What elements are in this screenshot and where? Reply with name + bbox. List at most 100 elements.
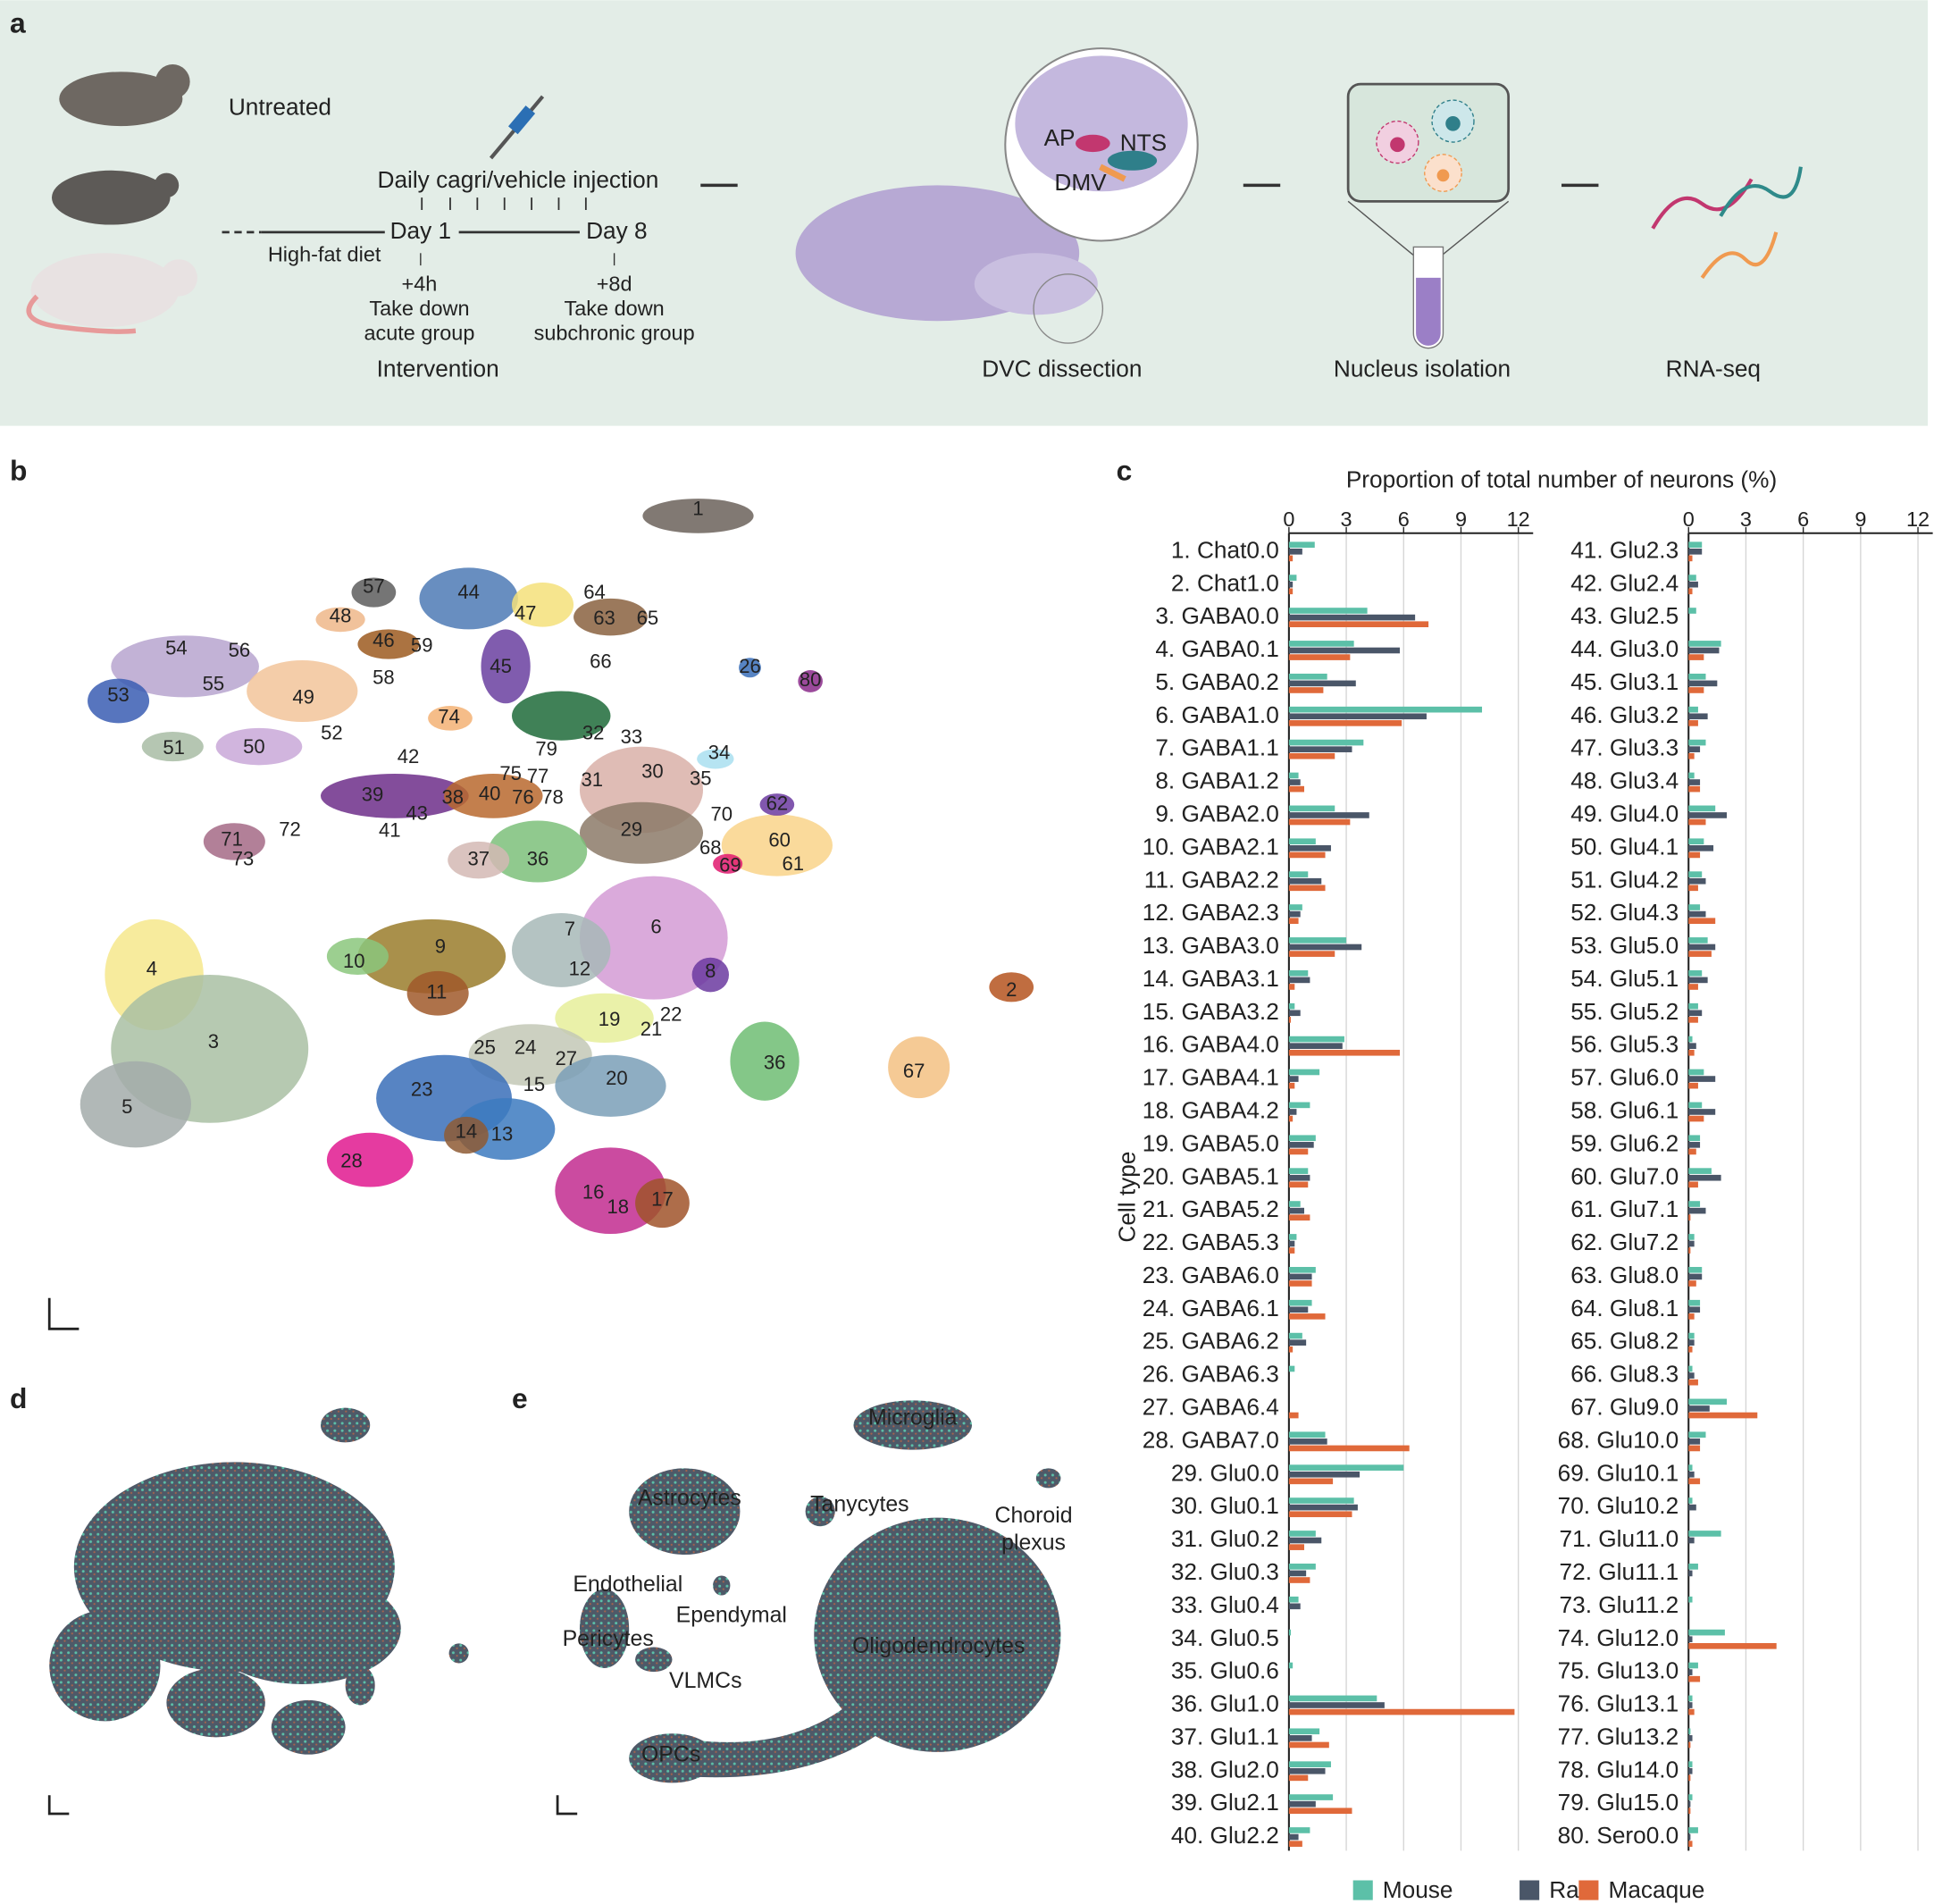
bar — [1288, 1728, 1320, 1735]
category-label: 60. Glu7.0 — [1570, 1162, 1679, 1189]
bar — [1688, 1002, 1698, 1010]
bar — [1288, 845, 1331, 851]
category-label: 24. GABA6.1 — [1143, 1295, 1279, 1321]
bar — [1288, 1109, 1297, 1115]
bar — [1688, 1675, 1701, 1682]
cluster-label: 50 — [243, 735, 265, 758]
bar — [1688, 713, 1708, 720]
bar — [1288, 1478, 1334, 1485]
cluster-label: 44 — [457, 581, 480, 603]
cluster-blob — [798, 670, 823, 692]
bar — [1288, 1464, 1404, 1471]
category-label: 17. GABA4.1 — [1143, 1064, 1279, 1091]
bar — [1688, 951, 1712, 957]
label: RNA-seq — [1666, 355, 1761, 382]
bar — [1288, 937, 1347, 944]
cluster-blob — [444, 1116, 489, 1154]
cluster-blob — [351, 577, 397, 608]
category-label: 14. GABA3.1 — [1143, 965, 1279, 992]
category-label: 30. Glu0.1 — [1171, 1492, 1279, 1519]
bar — [1288, 1017, 1292, 1023]
category-label: 59. Glu6.2 — [1570, 1129, 1679, 1156]
bar — [1288, 851, 1326, 859]
category-label: 76. Glu13.1 — [1558, 1690, 1679, 1717]
bar — [1688, 1174, 1721, 1181]
bar — [1288, 687, 1324, 693]
bar — [1288, 746, 1352, 752]
x-axis-title: Proportion of total number of neurons (%… — [1346, 466, 1777, 493]
bar — [1688, 1273, 1703, 1280]
cluster-label: 45 — [490, 655, 512, 677]
category-label: 1. Chat0.0 — [1171, 536, 1279, 563]
bar — [1288, 1445, 1410, 1452]
x-tick-label: 3 — [1740, 507, 1752, 531]
bar — [1688, 1280, 1696, 1287]
x-tick-label: 12 — [1507, 507, 1530, 531]
bar — [1688, 1010, 1703, 1017]
cluster-blob — [579, 801, 704, 864]
bar — [1688, 1148, 1696, 1155]
bar — [1688, 1214, 1691, 1221]
cluster-label: 54 — [165, 636, 188, 658]
cluster-label: 6 — [650, 915, 661, 937]
bar — [1288, 555, 1294, 562]
cluster-label: 25 — [473, 1036, 496, 1059]
bar — [1288, 720, 1402, 726]
label: High-fat diet — [268, 242, 381, 265]
bar — [1288, 641, 1354, 647]
bar — [1688, 1596, 1693, 1603]
category-label: 54. Glu5.1 — [1570, 965, 1679, 992]
label: AP — [1044, 124, 1076, 151]
bar — [1688, 1564, 1698, 1570]
bar — [1688, 1247, 1691, 1254]
cluster-blob — [512, 691, 611, 741]
cell-class-label: Choroid plexus — [994, 1503, 1073, 1555]
bar — [1288, 1438, 1327, 1445]
cell-class-label: Microglia — [868, 1406, 958, 1430]
bar — [1688, 1636, 1693, 1643]
cluster-label: 1 — [692, 497, 703, 519]
cluster-label: 76 — [512, 785, 534, 808]
bar — [1288, 1827, 1310, 1833]
bar — [1688, 977, 1708, 984]
category-label: 79. Glu15.0 — [1558, 1789, 1679, 1816]
cluster-label: 35 — [690, 767, 712, 790]
cluster-label: 47 — [515, 602, 537, 625]
cluster-label: 58 — [373, 666, 395, 688]
category-label: 19. GABA5.0 — [1143, 1129, 1279, 1156]
bar — [1688, 904, 1701, 910]
cluster-label: 29 — [621, 818, 643, 840]
bar — [1688, 1339, 1695, 1346]
category-label: 63. Glu8.0 — [1570, 1262, 1679, 1288]
cluster-label: 65 — [637, 607, 659, 629]
bar — [1688, 654, 1704, 660]
bar — [1688, 1332, 1695, 1339]
cluster-label: 52 — [321, 722, 343, 744]
bar — [1688, 1431, 1706, 1438]
x-tick-label: 6 — [1797, 507, 1809, 531]
category-label: 29. Glu0.0 — [1171, 1459, 1279, 1486]
cluster-label: 72 — [279, 818, 301, 840]
bar — [1288, 1365, 1295, 1372]
cluster-label: 9 — [435, 935, 446, 957]
x-tick-label: 9 — [1455, 507, 1467, 531]
bar — [1288, 944, 1362, 951]
bar — [1688, 772, 1695, 779]
bar — [1688, 812, 1728, 818]
cluster-label: 2 — [1006, 978, 1017, 1001]
cluster-blob — [555, 993, 654, 1043]
category-label: 43. Glu2.5 — [1570, 602, 1679, 629]
bar — [1288, 1266, 1316, 1273]
bar — [1288, 1412, 1299, 1419]
bar — [1688, 588, 1693, 595]
category-label: 8. GABA1.2 — [1155, 767, 1278, 794]
bar — [1688, 581, 1698, 588]
cluster-label: 71 — [221, 827, 243, 850]
x-tick-label: 0 — [1683, 507, 1695, 531]
bar — [1688, 1313, 1695, 1320]
legend-label: Macaque — [1608, 1876, 1704, 1903]
category-label: 12. GABA2.3 — [1143, 899, 1279, 926]
cluster-label: 78 — [541, 785, 564, 808]
cluster-label: 7 — [565, 918, 575, 940]
bar — [1288, 752, 1335, 759]
